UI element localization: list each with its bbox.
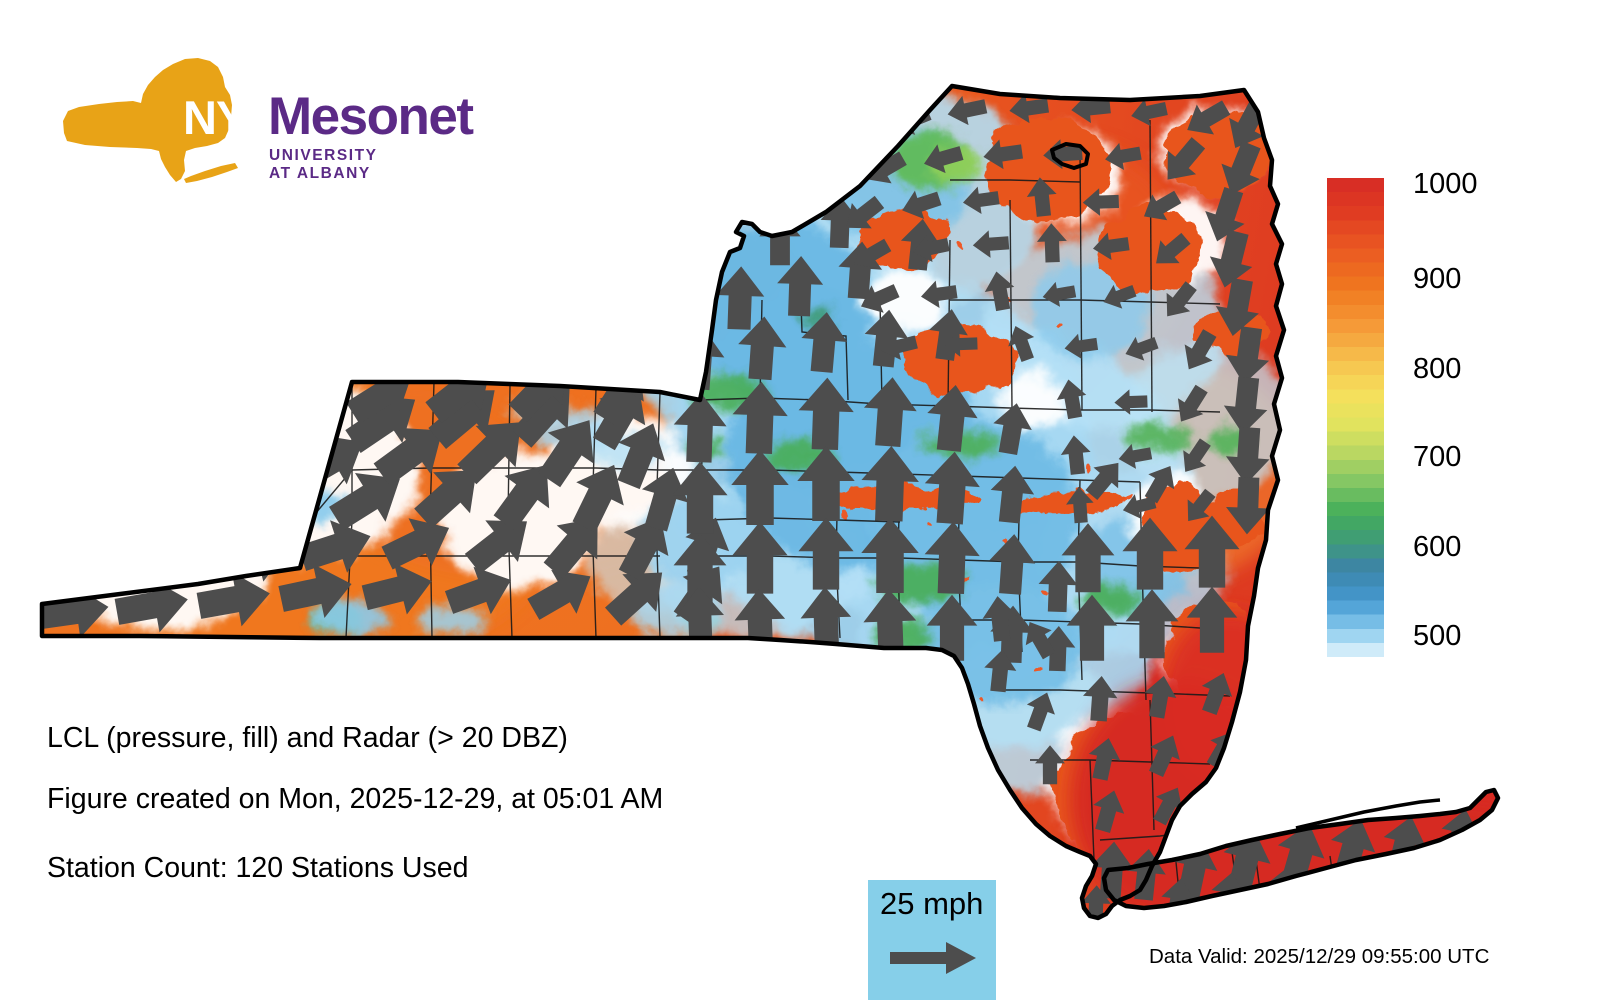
colorbar-gradient [1327, 178, 1384, 657]
logo-mesonet-text: Mesonet [268, 87, 474, 146]
state-outline [39, 83, 1501, 921]
station-count-text: Station Count: 120 Stations Used [47, 852, 469, 884]
colorbar-tick-800: 800 [1413, 353, 1462, 385]
logo-state-shape-icon [63, 58, 238, 183]
lcl-colorbar [1327, 178, 1384, 657]
figure-title: LCL (pressure, fill) and Radar (> 20 DBZ… [47, 722, 568, 754]
figure-created-text: Figure created on Mon, 2025-12-29, at 05… [47, 783, 664, 815]
data-valid-timestamp: Data Valid: 2025/12/29 09:55:00 UTC [1149, 945, 1490, 968]
colorbar-tick-600: 600 [1413, 531, 1462, 563]
colorbar-tick-500: 500 [1413, 620, 1462, 652]
wind-speed-legend: 25 mph [868, 880, 996, 1000]
colorbar-tick-700: 700 [1413, 441, 1462, 473]
colorbar-tick-900: 900 [1413, 263, 1462, 295]
colorbar-tick-1000: 1000 [1413, 168, 1478, 200]
logo-subtitle-text: UNIVERSITY AT ALBANY [269, 147, 378, 182]
nys-mesonet-logo: NYS Mesonet UNIVERSITY AT ALBANY [55, 55, 474, 185]
wind-arrow-icon [890, 942, 976, 974]
wind-legend-label: 25 mph [880, 886, 984, 921]
lake-outline [1050, 142, 1090, 170]
logo-nys-text: NYS [183, 91, 278, 144]
